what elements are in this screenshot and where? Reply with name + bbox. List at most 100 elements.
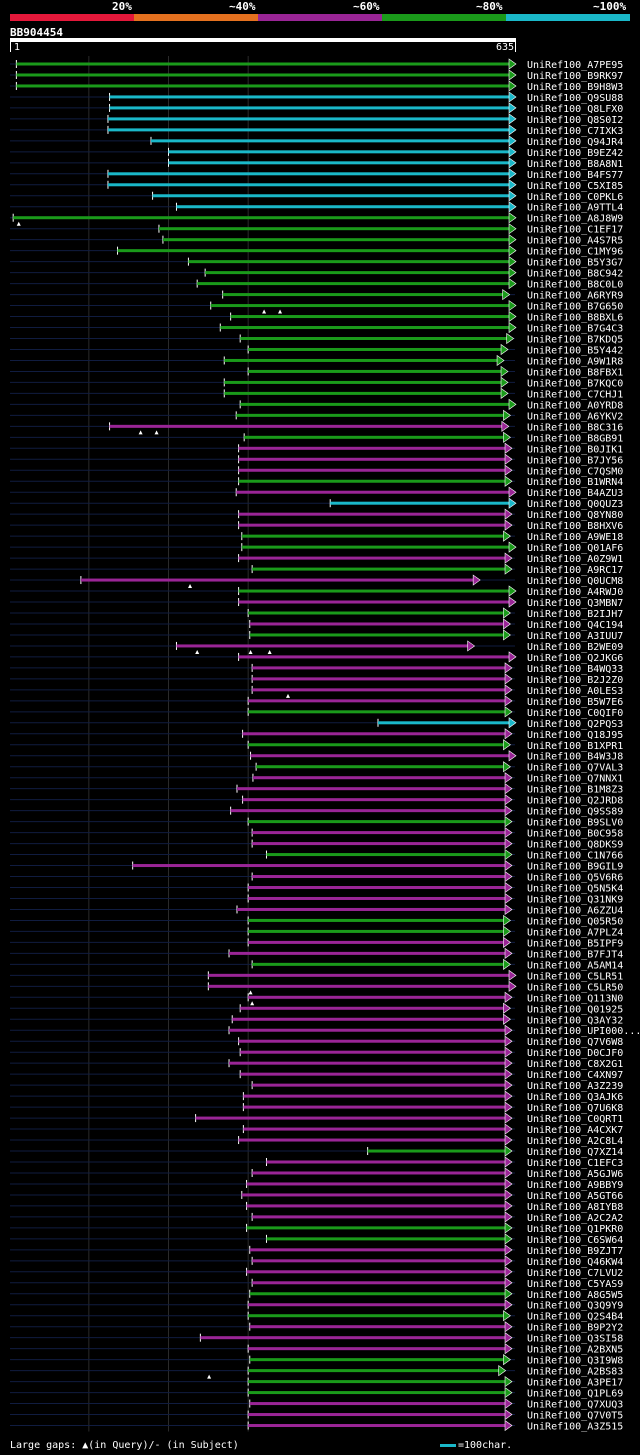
hit-arrow: [503, 1013, 511, 1025]
legend-label-20: 20%: [112, 0, 132, 13]
hit-arrow: [504, 1035, 513, 1047]
hit-arrow: [508, 223, 517, 235]
hit-bar: [224, 358, 499, 362]
hit-bar: [109, 106, 510, 110]
hit-arrow: [504, 827, 513, 839]
legend-swatch-100: [506, 14, 630, 21]
hit-arrow: [508, 398, 517, 410]
hit-label: UniRef100_B8FBX1: [527, 367, 623, 378]
hit-bar: [248, 1380, 507, 1384]
query-gap-marker: [154, 430, 159, 435]
hit-label: UniRef100_B2J2Z0: [527, 675, 623, 686]
hit-bar: [248, 699, 507, 703]
hit-label: UniRef100_Q7VAL3: [527, 763, 623, 774]
hit-label: UniRef100_B1M8Z3: [527, 785, 623, 796]
hit-label: UniRef100_Q3Q9Y9: [527, 1301, 623, 1312]
hit-arrow: [503, 618, 511, 630]
hit-arrow: [508, 157, 517, 169]
hit-arrow: [508, 179, 517, 191]
hit-arrow: [503, 914, 511, 927]
hit-arrow: [504, 1211, 513, 1223]
hit-bar: [252, 1171, 507, 1175]
hit-label: UniRef100_B9EZ42: [527, 148, 623, 159]
hit-label: UniRef100_B9ZJT7: [527, 1246, 623, 1257]
hit-label: UniRef100_Q3SI58: [527, 1334, 623, 1345]
hit-bar: [248, 1424, 507, 1428]
query-ruler: [10, 38, 516, 42]
hit-bar: [248, 1303, 507, 1307]
hit-label: UniRef100_B7KDQ5: [527, 335, 623, 346]
hit-label: UniRef100_Q5V6R6: [527, 873, 623, 884]
hit-arrow: [504, 947, 513, 959]
hit-arrow: [504, 563, 513, 575]
hit-arrow: [508, 267, 517, 279]
query-gap-marker: [262, 309, 267, 314]
hit-label: UniRef100_B4FS77: [527, 170, 623, 181]
hit-arrow: [508, 135, 517, 147]
hit-bar: [243, 1105, 507, 1109]
hit-arrow: [508, 541, 517, 553]
hit-label: UniRef100_C0PKL6: [527, 192, 623, 203]
hit-arrow: [504, 695, 513, 707]
hit-label: UniRef100_B8HXV6: [527, 521, 623, 532]
hit-bar: [248, 1314, 505, 1318]
hit-bar: [240, 1050, 507, 1054]
hit-bar: [246, 1226, 507, 1230]
hit-label: UniRef100_C5LR51: [527, 971, 623, 982]
hit-bar: [168, 150, 510, 154]
hit-label: UniRef100_Q8LFX0: [527, 104, 623, 115]
hit-arrow: [508, 190, 517, 202]
hit-bar: [246, 1270, 507, 1274]
hit-arrow: [504, 903, 513, 916]
legend-swatch-40: [134, 14, 258, 21]
hit-label: UniRef100_C7LVU2: [527, 1268, 623, 1279]
hit-arrow: [503, 925, 511, 938]
hit-bar: [249, 633, 505, 637]
hit-label: UniRef100_Q2JRD8: [527, 796, 623, 807]
hit-label: UniRef100_Q4C194: [527, 620, 623, 631]
hit-label: UniRef100_B9RK97: [527, 71, 623, 82]
hit-bar: [238, 655, 510, 659]
hit-label: UniRef100_B7JY56: [527, 455, 623, 466]
hit-bar: [195, 1116, 507, 1120]
hit-bar: [240, 1006, 505, 1010]
hit-label: UniRef100_Q3AY32: [527, 1015, 623, 1026]
hit-arrow: [504, 859, 513, 872]
query-gap-marker: [285, 693, 290, 698]
hit-bar: [107, 183, 511, 187]
hit-bar: [109, 424, 503, 428]
hit-label: UniRef100_A2BXN5: [527, 1345, 623, 1356]
large-gaps-legend: Large gaps: ▲(in Query)/- (in Subject): [10, 1440, 239, 1451]
hit-bar: [248, 896, 507, 900]
hit-arrow: [504, 1386, 513, 1399]
hit-label: UniRef100_B8C942: [527, 269, 623, 280]
hit-arrow: [500, 343, 509, 356]
hit-bar: [150, 139, 510, 143]
hit-bar: [248, 369, 503, 373]
hit-arrow: [503, 409, 511, 421]
hit-label: UniRef100_Q3I9W8: [527, 1356, 623, 1367]
query-gap-marker: [248, 990, 253, 995]
hit-bar: [266, 1237, 507, 1241]
hit-arrow: [503, 629, 511, 641]
hit-arrow: [503, 958, 511, 970]
hit-label: UniRef100_A5GT66: [527, 1191, 623, 1202]
hit-bar: [109, 95, 510, 99]
hit-arrow: [504, 475, 513, 487]
hit-label: UniRef100_Q01925: [527, 1004, 623, 1015]
hit-arrow: [504, 1332, 513, 1344]
hit-arrow: [500, 376, 509, 389]
hit-label: UniRef100_B7FJT4: [527, 949, 623, 960]
hit-bar: [220, 326, 510, 330]
hit-label: UniRef100_C4XN97: [527, 1070, 623, 1081]
query-gap-marker: [267, 649, 272, 654]
hit-label: UniRef100_A6RYR9: [527, 291, 623, 302]
hit-label: UniRef100_B7G4C3: [527, 324, 623, 335]
hit-bar: [241, 1193, 507, 1197]
ruler-start-label: 1: [14, 42, 21, 53]
hit-bar: [252, 1215, 507, 1219]
hit-label: UniRef100_A6YKV2: [527, 411, 623, 422]
hit-arrow: [504, 805, 513, 817]
hit-arrow: [472, 574, 481, 586]
hit-bar: [237, 787, 507, 791]
